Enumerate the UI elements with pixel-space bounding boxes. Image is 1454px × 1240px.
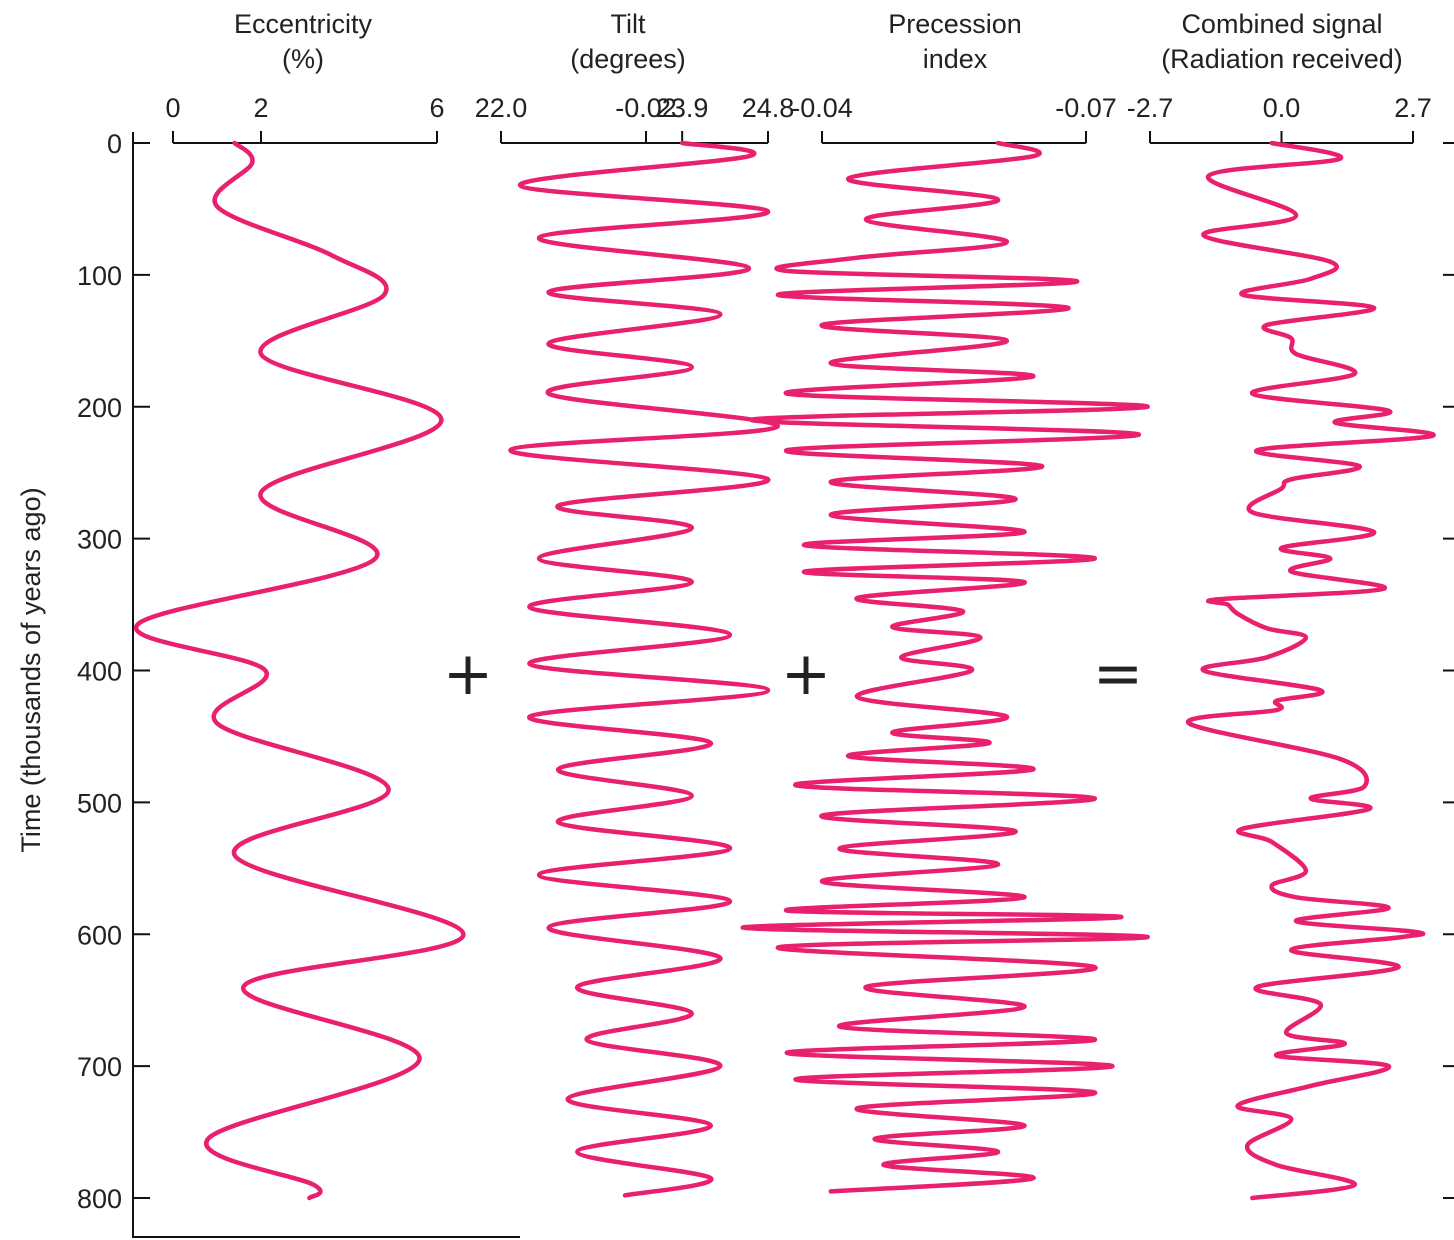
y-tick-label: 800 <box>77 1184 122 1214</box>
panel-series-line <box>1186 140 1436 1201</box>
panel-tick-label: 22.0 <box>475 93 528 123</box>
panel-1: Eccentricity (%) 0 2 6 <box>133 9 466 1201</box>
panel-title-line: Combined signal <box>1181 9 1382 39</box>
y-axis: 0 100 200 300 400 500 600 700 800 <box>77 129 520 1238</box>
panel-3: Precession index -0.04 -0.02 -0.07 <box>615 9 1150 1194</box>
panel-tick-label: -2.7 <box>1127 93 1174 123</box>
panel-tick-label: 23.9 <box>656 93 709 123</box>
y-tick-label: 0 <box>107 129 122 159</box>
y-axis-title: Time (thousands of years ago) <box>16 487 46 852</box>
panel-title-line: index <box>923 44 988 74</box>
panel-tick-label: -0.07 <box>1055 93 1117 123</box>
panel-title-line: (Radiation received) <box>1161 44 1403 74</box>
panel-tick-label: 2 <box>253 93 268 123</box>
equals-sign: = <box>1093 639 1143 709</box>
panel-series-line <box>508 140 780 1198</box>
panel-title-line: Precession <box>888 9 1022 39</box>
y-tick-label: 300 <box>77 525 122 555</box>
right-edge-ticks <box>1443 142 1454 1199</box>
panel-4: Combined signal (Radiation received) -2.7 0… <box>1127 9 1436 1201</box>
panel-tick-label: 24.8 <box>742 93 795 123</box>
panel-series-line <box>740 140 1150 1194</box>
panel-title-line: (%) <box>282 44 324 74</box>
panel-tick-label: 2.7 <box>1394 93 1432 123</box>
panel-tick-label: 6 <box>429 93 444 123</box>
panel-tick-label: -0.02 <box>615 93 677 123</box>
operators: + + = <box>443 639 1143 709</box>
panel-2: Tilt (degrees) 22.0 23.9 24.8 <box>475 9 795 1198</box>
panel-tick-label: 0.0 <box>1263 93 1301 123</box>
plus-sign: + <box>443 639 493 709</box>
panels: Eccentricity (%) 0 2 6 Tilt (degrees) 22.0 23.9 2… <box>133 9 1436 1201</box>
plus-sign: + <box>781 639 831 709</box>
y-tick-label: 600 <box>77 920 122 950</box>
y-tick-label: 200 <box>77 393 122 423</box>
y-tick-label: 700 <box>77 1052 122 1082</box>
y-tick-label: 100 <box>77 261 122 291</box>
y-tick-label: 400 <box>77 657 122 687</box>
y-tick-label: 500 <box>77 788 122 818</box>
panel-series-line <box>133 140 466 1201</box>
panel-tick-label: -0.04 <box>791 93 853 123</box>
panel-title-line: Tilt <box>611 9 646 39</box>
panel-tick-label: 0 <box>165 93 180 123</box>
panel-title-line: (degrees) <box>570 44 686 74</box>
panel-title-line: Eccentricity <box>234 9 373 39</box>
